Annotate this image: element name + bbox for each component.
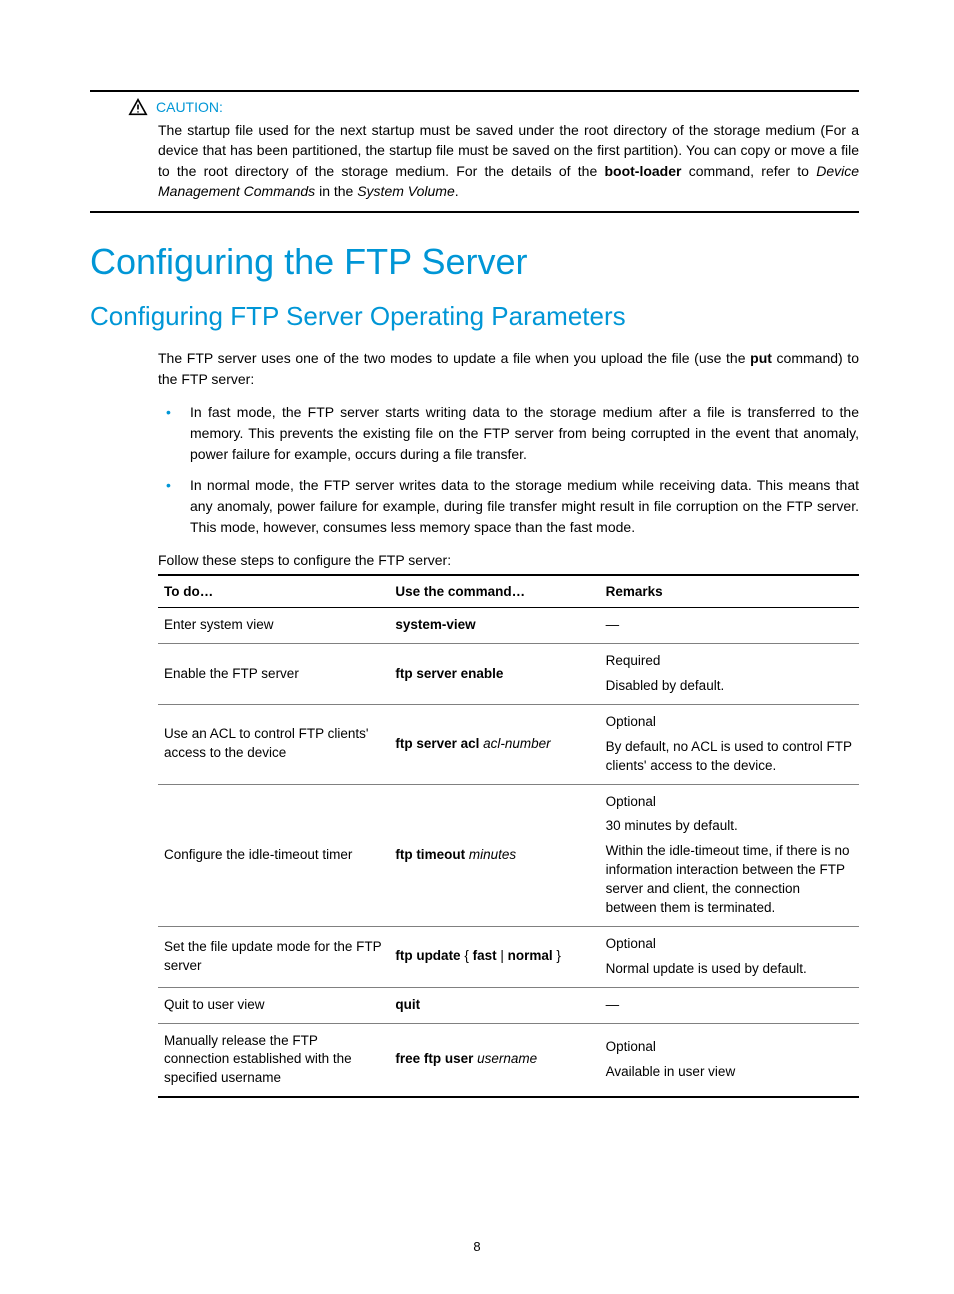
- caution-text-6: .: [455, 183, 459, 199]
- table-cell-remarks: Optional By default, no ACL is used to co…: [600, 704, 859, 784]
- caution-header: CAUTION:: [90, 98, 859, 116]
- remark-line: Optional: [606, 713, 853, 732]
- remark-line: Disabled by default.: [606, 677, 853, 696]
- intro-bold: put: [750, 350, 772, 366]
- table-cell-todo: Set the file update mode for the FTP ser…: [158, 926, 389, 987]
- table-cell-todo: Configure the idle-timeout timer: [158, 784, 389, 926]
- cmd-fragment: ftp timeout: [395, 847, 465, 862]
- table-cell-remarks: Optional Available in user view: [600, 1023, 859, 1097]
- table-header-row: To do… Use the command… Remarks: [158, 575, 859, 608]
- table-cell-command: free ftp user username: [389, 1023, 599, 1097]
- remark-line: Within the idle-timeout time, if there i…: [606, 842, 853, 918]
- table-row: Configure the idle-timeout timerftp time…: [158, 784, 859, 926]
- cmd-fragment: ftp server enable: [395, 666, 503, 681]
- table-cell-command: ftp server acl acl-number: [389, 704, 599, 784]
- caution-box: CAUTION: The startup file used for the n…: [90, 90, 859, 213]
- cmd-fragment: quit: [395, 997, 420, 1012]
- page-number: 8: [0, 1239, 954, 1254]
- caution-text: The startup file used for the next start…: [90, 120, 859, 201]
- cmd-fragment: ftp server acl: [395, 736, 479, 751]
- caution-bold: boot-loader: [604, 163, 681, 179]
- table-header: To do…: [158, 575, 389, 608]
- table-row: Quit to user view quit —: [158, 987, 859, 1023]
- table-cell-todo: Quit to user view: [158, 987, 389, 1023]
- remark-line: By default, no ACL is used to control FT…: [606, 738, 853, 776]
- caution-label: CAUTION:: [156, 99, 223, 115]
- remark-line: 30 minutes by default.: [606, 817, 853, 836]
- table-cell-todo: Use an ACL to control FTP clients' acces…: [158, 704, 389, 784]
- table-cell-todo: Enable the FTP server: [158, 644, 389, 705]
- table-cell-command: system-view: [389, 608, 599, 644]
- cmd-fragment: }: [553, 948, 561, 963]
- section-heading: Configuring FTP Server Operating Paramet…: [90, 301, 859, 332]
- table-row: Manually release the FTP connection esta…: [158, 1023, 859, 1097]
- page-heading: Configuring the FTP Server: [90, 241, 859, 283]
- intro-paragraph: The FTP server uses one of the two modes…: [90, 348, 859, 390]
- list-item: In fast mode, the FTP server starts writ…: [158, 402, 859, 465]
- remark-line: —: [606, 616, 853, 635]
- remark-line: Optional: [606, 935, 853, 954]
- table-cell-command: ftp server enable: [389, 644, 599, 705]
- remark-line: Optional: [606, 1038, 853, 1057]
- remark-line: Normal update is used by default.: [606, 960, 853, 979]
- table-intro: Follow these steps to configure the FTP …: [90, 552, 859, 568]
- cmd-fragment: system-view: [395, 617, 475, 632]
- cmd-fragment: fast: [473, 948, 497, 963]
- table-cell-todo: Enter system view: [158, 608, 389, 644]
- table-header: Use the command…: [389, 575, 599, 608]
- table-row: Enter system view system-view —: [158, 608, 859, 644]
- caution-italic-2: System Volume: [357, 183, 455, 199]
- remark-line: Optional: [606, 793, 853, 812]
- list-item: In normal mode, the FTP server writes da…: [158, 475, 859, 538]
- remark-line: Required: [606, 652, 853, 671]
- cmd-fragment: free ftp user: [395, 1051, 473, 1066]
- caution-text-4: in the: [315, 183, 357, 199]
- cmd-fragment: minutes: [469, 847, 516, 862]
- table-row: Enable the FTP server ftp server enable Re…: [158, 644, 859, 705]
- table-cell-remarks: —: [600, 987, 859, 1023]
- table-cell-todo: Manually release the FTP connection esta…: [158, 1023, 389, 1097]
- cmd-fragment: normal: [508, 948, 553, 963]
- table-cell-command: quit: [389, 987, 599, 1023]
- cmd-fragment: acl-number: [483, 736, 551, 751]
- remark-line: —: [606, 996, 853, 1015]
- table-cell-command: ftp update { fast | normal }: [389, 926, 599, 987]
- remark-line: Available in user view: [606, 1063, 853, 1082]
- mode-list: In fast mode, the FTP server starts writ…: [90, 402, 859, 538]
- intro-0: The FTP server uses one of the two modes…: [158, 350, 750, 366]
- table-cell-remarks: —: [600, 608, 859, 644]
- cmd-fragment: {: [461, 948, 473, 963]
- table-cell-command: ftp timeout minutes: [389, 784, 599, 926]
- warning-triangle-icon: [128, 98, 148, 116]
- cmd-fragment: |: [497, 948, 508, 963]
- ftp-config-table: To do… Use the command… Remarks Enter sy…: [158, 574, 859, 1098]
- table-cell-remarks: Optional 30 minutes by default. Within the…: [600, 784, 859, 926]
- table-cell-remarks: Required Disabled by default.: [600, 644, 859, 705]
- table-header: Remarks: [600, 575, 859, 608]
- table-row: Set the file update mode for the FTP ser…: [158, 926, 859, 987]
- cmd-fragment: username: [477, 1051, 537, 1066]
- table-cell-remarks: Optional Normal update is used by default…: [600, 926, 859, 987]
- table-row: Use an ACL to control FTP clients' acces…: [158, 704, 859, 784]
- cmd-fragment: ftp update: [395, 948, 460, 963]
- caution-text-2: command, refer to: [681, 163, 816, 179]
